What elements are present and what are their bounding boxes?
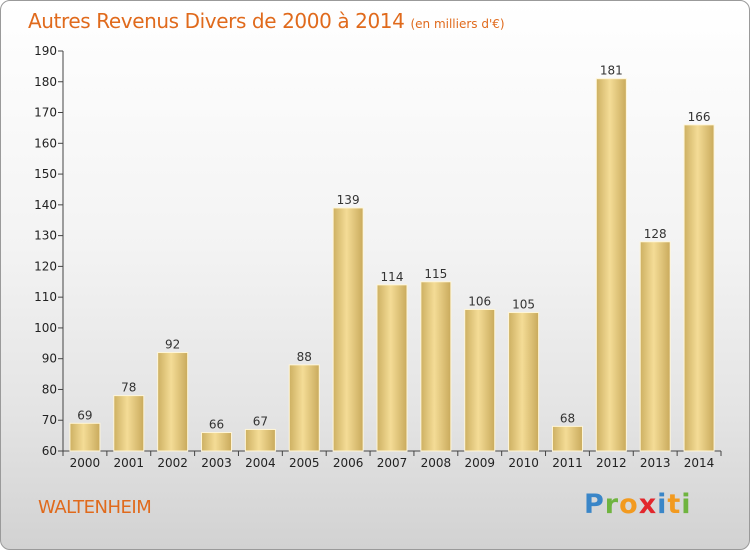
y-tick-label: 170 xyxy=(34,106,57,120)
x-tick-label: 2014 xyxy=(684,456,715,470)
data-label: 69 xyxy=(77,408,92,422)
x-tick-label: 2005 xyxy=(289,456,320,470)
bar xyxy=(332,207,364,452)
y-tick-label: 150 xyxy=(34,167,57,181)
bar xyxy=(508,312,540,452)
bar xyxy=(551,425,583,452)
city-name: WALTENHEIM xyxy=(38,497,152,518)
data-label: 66 xyxy=(209,418,224,432)
y-tick-label: 100 xyxy=(34,321,57,335)
proxiti-logo[interactable]: Proxiti xyxy=(584,489,692,520)
bar xyxy=(420,281,452,452)
data-label: 88 xyxy=(297,350,312,364)
x-tick-label: 2001 xyxy=(114,456,145,470)
y-tick-label: 190 xyxy=(34,44,57,58)
chart-unit: (en milliers d'€) xyxy=(410,17,505,31)
bar xyxy=(288,364,320,452)
x-tick-label: 2002 xyxy=(157,456,188,470)
bar xyxy=(464,308,496,452)
y-tick-label: 180 xyxy=(34,75,57,89)
x-tick-label: 2003 xyxy=(201,456,232,470)
bar xyxy=(376,284,408,452)
logo-letter: x xyxy=(638,489,658,520)
x-tick-label: 2013 xyxy=(640,456,671,470)
bar xyxy=(201,432,233,452)
y-tick-label: 70 xyxy=(42,413,57,427)
x-tick-label: 2004 xyxy=(245,456,276,470)
logo-letter: i xyxy=(657,489,668,520)
axes: 60 70 80 90 100 110 120 130 140 150 160 170 180 190 xyxy=(34,44,722,458)
y-tick-label: 80 xyxy=(42,382,57,396)
bar xyxy=(157,352,189,452)
bars xyxy=(69,78,715,452)
bar xyxy=(639,241,671,452)
chart-title-text: Autres Revenus Divers de 2000 à 2014 xyxy=(28,9,405,33)
logo-letter: P xyxy=(584,489,605,520)
x-tick-label: 2007 xyxy=(377,456,408,470)
data-label: 105 xyxy=(512,298,535,312)
data-label: 78 xyxy=(121,381,136,395)
x-tick-label: 2012 xyxy=(596,456,627,470)
logo-letter: i xyxy=(681,489,692,520)
data-label: 115 xyxy=(424,267,447,281)
data-label: 128 xyxy=(644,227,667,241)
y-tick-label: 60 xyxy=(42,444,57,458)
y-tick-label: 110 xyxy=(34,290,57,304)
data-label: 166 xyxy=(688,110,711,124)
logo-letter: t xyxy=(667,489,682,520)
data-label: 181 xyxy=(600,64,623,78)
chart-title: Autres Revenus Divers de 2000 à 2014 (en … xyxy=(28,9,505,33)
y-tick-label: 160 xyxy=(34,136,57,150)
y-tick-label: 90 xyxy=(42,352,57,366)
x-tick-label: 2000 xyxy=(70,456,101,470)
data-label: 67 xyxy=(253,414,268,428)
y-tick-label: 140 xyxy=(34,198,57,212)
data-label: 114 xyxy=(381,270,404,284)
bar xyxy=(595,78,627,452)
y-tick-label: 120 xyxy=(34,259,57,273)
x-tick-label: 2011 xyxy=(552,456,583,470)
data-label: 68 xyxy=(560,411,575,425)
data-label: 139 xyxy=(337,193,360,207)
labels: 2000 69 2001 78 2002 92 2003 66 2004 67 2005 88 2006… xyxy=(70,64,715,470)
logo-letter: o xyxy=(619,489,639,520)
bar xyxy=(244,428,276,452)
data-label: 92 xyxy=(165,338,180,352)
bar xyxy=(113,395,145,452)
x-tick-label: 2008 xyxy=(421,456,452,470)
data-label: 106 xyxy=(468,294,491,308)
bar xyxy=(69,422,101,452)
bar xyxy=(683,124,715,452)
x-tick-label: 2006 xyxy=(333,456,364,470)
y-tick-label: 130 xyxy=(34,229,57,243)
logo-letter: r xyxy=(604,489,620,520)
x-tick-label: 2009 xyxy=(464,456,495,470)
x-tick-label: 2010 xyxy=(508,456,539,470)
